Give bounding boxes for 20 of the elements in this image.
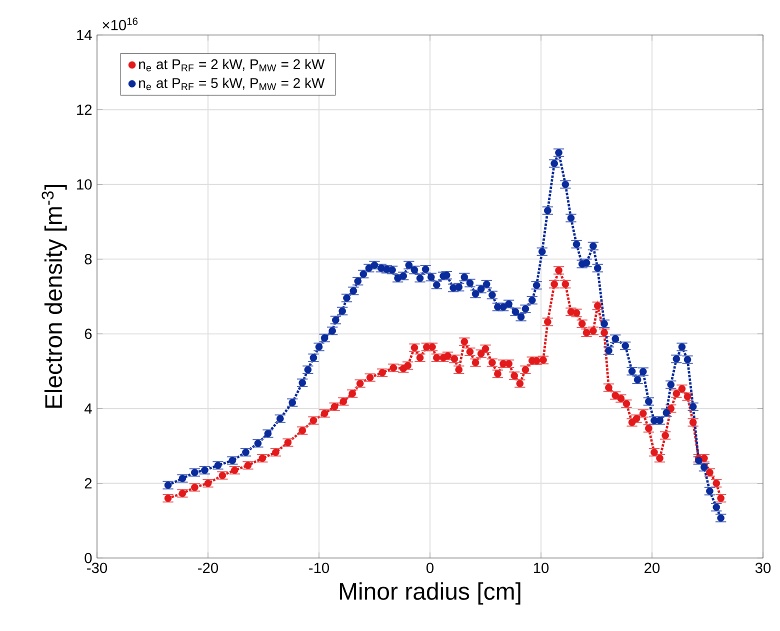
y-tick-label: 8 [84, 254, 92, 264]
legend-label: n$_{e}$ at P$_{RF}$ = 2 kW, P$_{MW}$ = 2 kW [139, 58, 325, 72]
y-axis-title: Electron density [m$^{-3}$] [42, 185, 67, 408]
y-tick-label: 14 [77, 30, 92, 40]
x-tick-label: -10 [309, 562, 330, 574]
x-tick-label: 10 [534, 562, 549, 574]
x-axis-title: Minor radius [cm] [340, 582, 520, 605]
x-tick-label: -20 [198, 562, 218, 574]
y-tick-label: 2 [84, 478, 92, 488]
y-tick-label: 10 [77, 179, 92, 190]
y-tick-label: 0 [84, 552, 92, 564]
y-tick-label: 12 [77, 104, 92, 115]
y-tick-label: 6 [84, 328, 92, 340]
y-tick-label: 4 [84, 404, 92, 414]
x-tick-label: -30 [87, 562, 108, 574]
x-tick-label: 30 [755, 562, 771, 574]
x-tick-label: 20 [644, 562, 660, 574]
legend-label: n$_{e}$ at P$_{RF}$ = 5 kW, P$_{MW}$ = 2 kW [139, 78, 325, 90]
x-tick-label: 0 [426, 562, 434, 574]
text: ×10$^{16}$ [102, 18, 138, 30]
